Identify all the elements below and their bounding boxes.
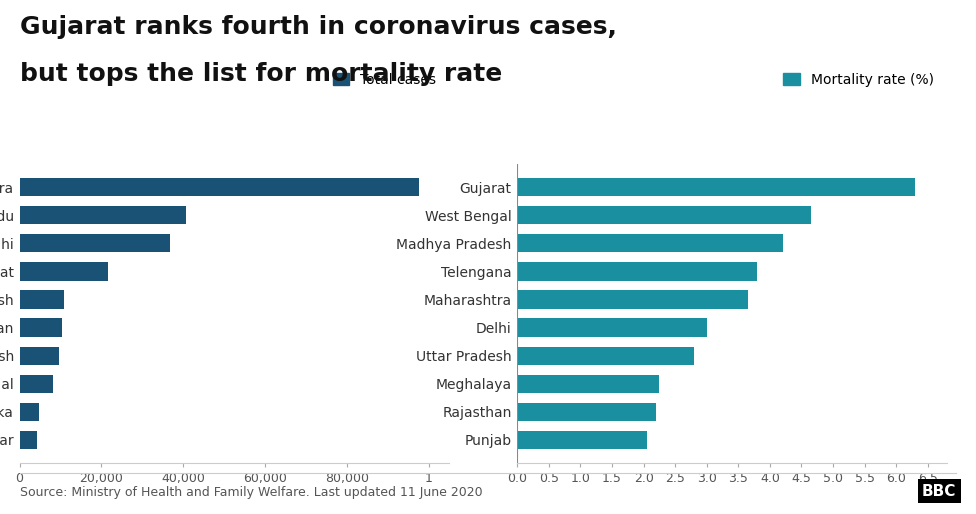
Text: but tops the list for mortality rate: but tops the list for mortality rate — [20, 62, 502, 86]
Legend: Total cases: Total cases — [327, 67, 442, 92]
Bar — [517, 262, 757, 281]
Bar — [20, 431, 37, 449]
Bar — [20, 262, 107, 281]
Bar — [517, 319, 707, 337]
Text: Gujarat ranks fourth in coronavirus cases,: Gujarat ranks fourth in coronavirus case… — [20, 15, 617, 40]
Bar — [20, 178, 419, 196]
Legend: Mortality rate (%): Mortality rate (%) — [778, 67, 940, 92]
Bar — [517, 431, 647, 449]
Bar — [517, 206, 811, 225]
Bar — [20, 319, 62, 337]
Bar — [517, 234, 783, 252]
Bar — [517, 375, 660, 393]
Text: BBC: BBC — [922, 484, 956, 499]
Bar — [20, 375, 53, 393]
Bar — [20, 234, 170, 252]
Bar — [517, 178, 915, 196]
Bar — [20, 206, 186, 225]
Bar — [20, 290, 63, 308]
Text: Source: Ministry of Health and Family Welfare. Last updated 11 June 2020: Source: Ministry of Health and Family We… — [20, 486, 482, 499]
Bar — [517, 346, 694, 365]
Bar — [20, 346, 59, 365]
Bar — [517, 290, 748, 308]
Bar — [20, 402, 39, 421]
Bar — [517, 402, 656, 421]
